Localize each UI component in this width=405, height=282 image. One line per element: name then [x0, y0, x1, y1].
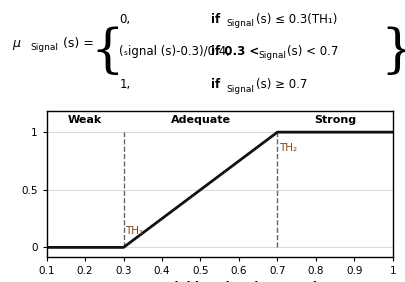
Text: if 0.3 <: if 0.3 < — [211, 45, 263, 58]
Text: (s) < 0.7: (s) < 0.7 — [287, 45, 339, 58]
Text: }: } — [380, 26, 405, 76]
Text: if: if — [211, 78, 224, 91]
Text: (ₛignal (s)-0.3)/0.4,: (ₛignal (s)-0.3)/0.4, — [119, 45, 230, 58]
Text: 1,: 1, — [119, 78, 131, 91]
Text: Signal: Signal — [30, 43, 58, 52]
Text: TH₁: TH₁ — [126, 226, 144, 236]
Text: Signal: Signal — [226, 85, 254, 94]
Text: (s) ≤ 0.3(TH₁): (s) ≤ 0.3(TH₁) — [256, 13, 337, 26]
X-axis label: Input Variable "Signal Strength": Input Variable "Signal Strength" — [113, 281, 327, 282]
Text: Signal: Signal — [226, 19, 254, 28]
Text: TH₂: TH₂ — [279, 143, 298, 153]
Text: (s) =: (s) = — [63, 37, 94, 50]
Text: {: { — [90, 26, 124, 76]
Text: μ: μ — [12, 37, 20, 50]
Text: 0,: 0, — [119, 13, 130, 26]
Text: (s) ≥ 0.7: (s) ≥ 0.7 — [256, 78, 307, 91]
Text: if: if — [211, 13, 224, 26]
Text: Signal: Signal — [258, 51, 286, 60]
Text: Adequate: Adequate — [171, 115, 230, 125]
Text: Weak: Weak — [68, 115, 102, 125]
Text: Strong: Strong — [314, 115, 356, 125]
